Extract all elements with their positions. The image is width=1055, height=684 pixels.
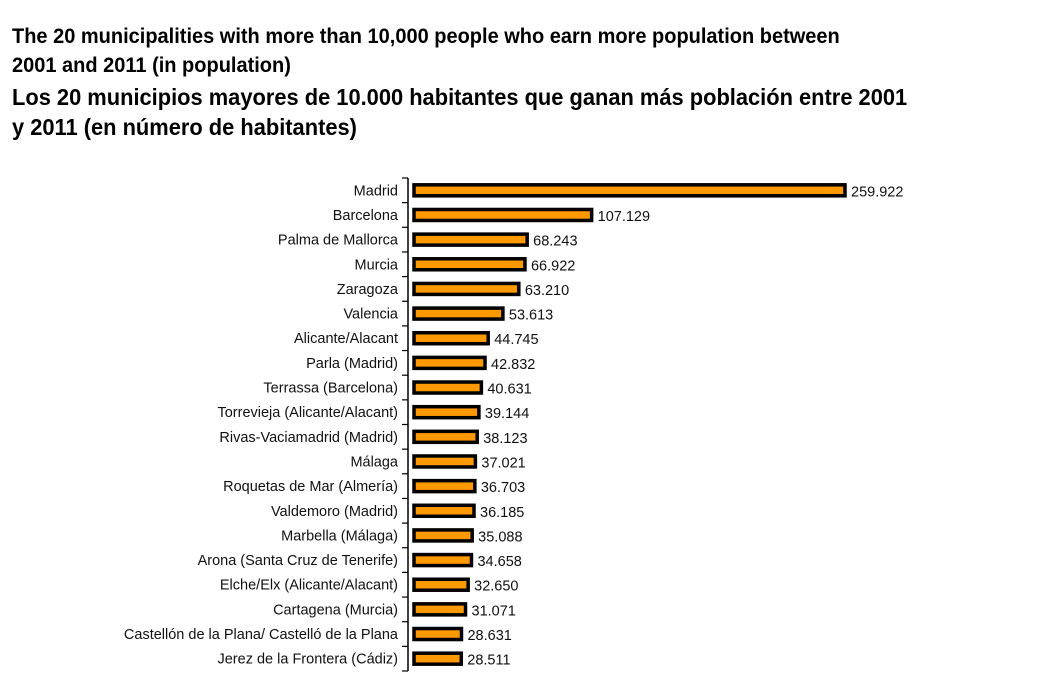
value-label: 28.631 [467, 628, 511, 644]
category-label: Madrid [354, 183, 398, 199]
value-label: 44.745 [494, 332, 538, 348]
bar [412, 454, 478, 469]
bar [412, 207, 594, 223]
value-label: 66.922 [531, 258, 575, 274]
value-label: 35.088 [478, 529, 522, 545]
category-labels: Madrid Barcelona Palma de Mallorca Murcia Za… [124, 183, 399, 667]
bar [412, 626, 464, 642]
title-english-line-1: The 20 municipalities with more than 10,… [12, 24, 840, 48]
category-label: Roquetas de Mar (Almería) [223, 479, 398, 495]
title-spanish-line-1: Los 20 municipios mayores de 10.000 habi… [12, 84, 908, 110]
value-label: 32.650 [474, 579, 518, 595]
y-axis [402, 177, 409, 672]
category-label: Palma de Mallorca [278, 233, 399, 249]
category-label: Cartagena (Murcia) [273, 602, 398, 618]
value-label: 63.210 [525, 283, 569, 299]
category-label: Zaragoza [337, 282, 399, 298]
bar [412, 183, 847, 198]
bar [412, 602, 468, 617]
value-label: 42.832 [491, 357, 535, 373]
category-label: Torrevieja (Alicante/Alacant) [217, 405, 398, 421]
title-block: The 20 municipalities with more than 10,… [12, 22, 1052, 142]
category-label: Marbella (Málaga) [281, 528, 398, 544]
title-english: The 20 municipalities with more than 10,… [12, 22, 979, 80]
value-label: 68.243 [533, 234, 577, 250]
value-label: 34.658 [477, 554, 521, 570]
category-label: Elche/Elx (Alicante/Alacant) [220, 578, 398, 594]
bar [412, 257, 527, 272]
bar [412, 232, 529, 247]
value-label: 38.123 [483, 431, 527, 447]
bar [412, 651, 464, 666]
category-label: Terrassa (Barcelona) [263, 381, 398, 397]
category-label: Barcelona [333, 208, 399, 224]
value-label: 39.144 [485, 406, 529, 422]
bar [412, 330, 490, 346]
category-label: Parla (Madrid) [306, 356, 398, 372]
category-label: Alicante/Alacant [294, 331, 398, 347]
bar [412, 429, 479, 445]
bar [412, 355, 487, 371]
value-label: 37.021 [481, 455, 525, 471]
value-label: 53.613 [509, 308, 553, 324]
category-label: Málaga [350, 454, 398, 470]
value-label: 259.922 [851, 184, 903, 200]
category-label: Valencia [343, 307, 398, 323]
category-label: Castellón de la Plana/ Castelló de la Pl… [124, 627, 399, 643]
title-spanish-line-2: y 2011 (en número de habitantes) [12, 114, 357, 140]
category-label: Rivas-Vaciamadrid (Madrid) [219, 430, 398, 446]
bar [412, 528, 474, 543]
bar [412, 503, 476, 519]
value-label: 31.071 [472, 603, 516, 619]
title-english-line-2: 2001 and 2011 (in population) [12, 53, 291, 77]
value-label: 107.129 [598, 209, 650, 225]
bar [412, 478, 477, 494]
bar [412, 577, 470, 592]
bar [412, 552, 474, 568]
value-labels: 259.922 107.129 68.243 66.922 63.210 53.613 44… [467, 184, 903, 668]
title-spanish: Los 20 municipios mayores de 10.000 habi… [12, 82, 979, 142]
bar [412, 404, 481, 420]
bars [412, 183, 847, 666]
bar [412, 281, 521, 297]
value-label: 36.185 [480, 505, 524, 521]
value-label: 36.703 [481, 480, 525, 496]
category-label: Jerez de la Frontera (Cádiz) [217, 652, 398, 668]
bar [412, 380, 484, 395]
bar [412, 306, 505, 321]
category-label: Arona (Santa Cruz de Tenerife) [198, 553, 398, 569]
category-label: Murcia [354, 257, 398, 273]
category-label: Valdemoro (Madrid) [271, 504, 398, 520]
value-label: 40.631 [487, 382, 531, 398]
value-label: 28.511 [467, 653, 510, 669]
